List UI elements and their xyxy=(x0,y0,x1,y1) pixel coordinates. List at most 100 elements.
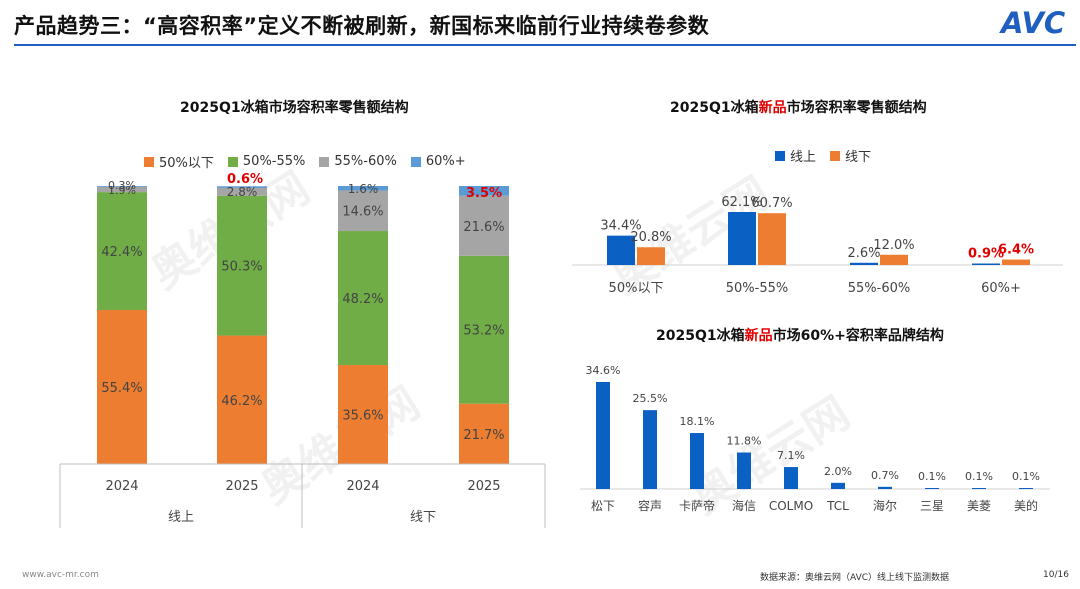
brand-bar xyxy=(878,486,892,489)
legend-item: 60%+ xyxy=(410,154,466,169)
data-label: 48.2% xyxy=(342,292,383,307)
data-label: 34.6% xyxy=(586,364,621,377)
data-label: 55.4% xyxy=(101,381,142,396)
data-label: 60.7% xyxy=(751,196,792,211)
x-tick-label: COLMO xyxy=(769,499,813,513)
legend-item: 55%-60% xyxy=(319,154,397,169)
x-tick-label: 三星 xyxy=(920,499,944,513)
data-label: 0.9% xyxy=(968,247,1004,262)
data-label: 3.5% xyxy=(466,186,502,201)
stacked-bar-segment xyxy=(338,231,388,366)
data-label: 21.6% xyxy=(463,220,504,235)
stacked-bar-segment xyxy=(338,190,388,232)
brand-bar xyxy=(596,382,610,489)
x-tick-label: 松下 xyxy=(591,499,615,513)
footer-website: www.avc-mr.com xyxy=(22,570,99,580)
x-tick-label: 海尔 xyxy=(873,498,897,513)
data-label: 0.3% xyxy=(108,179,136,192)
grouped-bar xyxy=(880,254,908,265)
chart3-title: 2025Q1冰箱新品市场60%+容积率品牌结构 xyxy=(656,328,944,344)
data-label: 34.4% xyxy=(600,219,641,234)
data-label: 0.7% xyxy=(871,469,899,482)
data-label: 1.6% xyxy=(348,182,379,196)
data-label: 7.1% xyxy=(777,449,805,462)
brand-bar xyxy=(1019,488,1033,489)
stacked-bar-segment xyxy=(97,186,147,193)
brand-bar xyxy=(737,452,751,489)
brand-bar xyxy=(643,410,657,489)
x-tick-label: 2025 xyxy=(225,479,258,494)
chart2-legend: 线上 线下 xyxy=(775,146,885,165)
grouped-bar xyxy=(850,262,878,265)
data-label: 11.8% xyxy=(727,435,762,448)
grouped-bar xyxy=(1002,259,1030,265)
x-tick-label: 海信 xyxy=(732,498,756,513)
group-label: 线上 xyxy=(168,510,194,525)
data-label: 62.1% xyxy=(721,195,762,210)
stacked-bar-segment xyxy=(217,186,267,188)
legend-item: 线上 xyxy=(775,146,816,165)
grouped-bar xyxy=(758,213,786,265)
brand-bar xyxy=(925,488,939,489)
stacked-bar-segment xyxy=(97,309,147,464)
x-tick-label: 2024 xyxy=(346,479,379,494)
data-label: 18.1% xyxy=(680,415,715,428)
data-label: 0.1% xyxy=(1012,470,1040,483)
page-title: 产品趋势三：“高容积率”定义不断被刷新，新国标来临前行业持续卷参数 xyxy=(14,14,710,38)
data-label: 53.2% xyxy=(463,324,504,339)
brand-bar xyxy=(690,433,704,489)
data-label: 25.5% xyxy=(633,392,668,405)
x-tick-label: 卡萨帝 xyxy=(679,498,715,513)
chart1-legend: 50%以下 50%-55% 55%-60% 60%+ xyxy=(144,152,480,171)
stacked-bar-segment xyxy=(97,186,147,187)
stacked-bar-segment xyxy=(338,365,388,464)
grouped-bar xyxy=(972,263,1000,265)
stacked-bar-segment xyxy=(217,335,267,464)
x-tick-label: 50%-55% xyxy=(726,281,788,296)
data-label: 2.6% xyxy=(847,246,880,261)
brand-bar xyxy=(972,488,986,489)
data-label: 12.0% xyxy=(873,238,914,253)
chart2-title: 2025Q1冰箱新品市场容积率零售额结构 xyxy=(670,100,927,116)
data-label: 50.3% xyxy=(221,260,262,275)
grouped-bar xyxy=(607,235,635,265)
grouped-bar xyxy=(637,247,665,265)
header-rule xyxy=(14,44,1076,46)
grouped-bar xyxy=(728,212,756,265)
data-label: 46.2% xyxy=(221,394,262,409)
stacked-bar-segment xyxy=(97,192,147,310)
stacked-bar-segment xyxy=(338,186,388,191)
stacked-bar-segment xyxy=(217,195,267,336)
stacked-bar-segment xyxy=(459,186,509,196)
footer-source: 数据来源：奥维云网（AVC）线上线下监测数据 xyxy=(760,573,950,583)
data-label: 14.6% xyxy=(342,205,383,220)
brand-bar xyxy=(784,467,798,489)
data-label: 6.4% xyxy=(998,243,1034,258)
x-tick-label: 容声 xyxy=(638,498,662,513)
avc-logo: AVC xyxy=(999,6,1065,40)
stacked-bar-segment xyxy=(459,255,509,404)
stacked-bar-segment xyxy=(217,187,267,196)
data-label: 0.1% xyxy=(918,470,946,483)
chart1-title: 2025Q1冰箱市场容积率零售额结构 xyxy=(180,100,409,116)
data-label: 1.9% xyxy=(108,184,136,197)
x-tick-label: 2024 xyxy=(105,479,138,494)
x-tick-label: 美的 xyxy=(1014,498,1038,513)
data-label: 21.7% xyxy=(463,428,504,443)
data-label: 2.0% xyxy=(824,465,852,478)
legend-item: 线下 xyxy=(830,146,871,165)
data-label: 42.4% xyxy=(101,245,142,260)
x-tick-label: TCL xyxy=(826,499,849,513)
brand-bar xyxy=(831,482,845,489)
group-label: 线下 xyxy=(410,510,436,525)
data-label: 2.8% xyxy=(227,185,258,199)
x-tick-label: 60%+ xyxy=(981,281,1021,296)
legend-item: 50%以下 xyxy=(144,152,214,171)
data-label: 35.6% xyxy=(342,409,383,424)
x-tick-label: 55%-60% xyxy=(848,281,910,296)
x-tick-label: 2025 xyxy=(467,479,500,494)
data-label: 0.6% xyxy=(227,172,263,187)
stacked-bar-segment xyxy=(459,403,509,464)
data-label: 0.1% xyxy=(965,470,993,483)
